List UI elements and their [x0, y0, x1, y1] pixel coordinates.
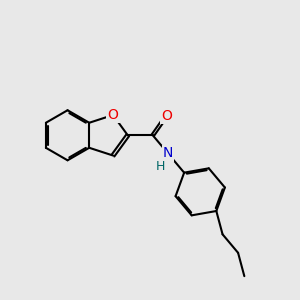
Text: N: N	[163, 146, 173, 161]
Text: O: O	[108, 108, 118, 122]
Text: O: O	[161, 109, 172, 123]
Text: H: H	[156, 160, 165, 173]
